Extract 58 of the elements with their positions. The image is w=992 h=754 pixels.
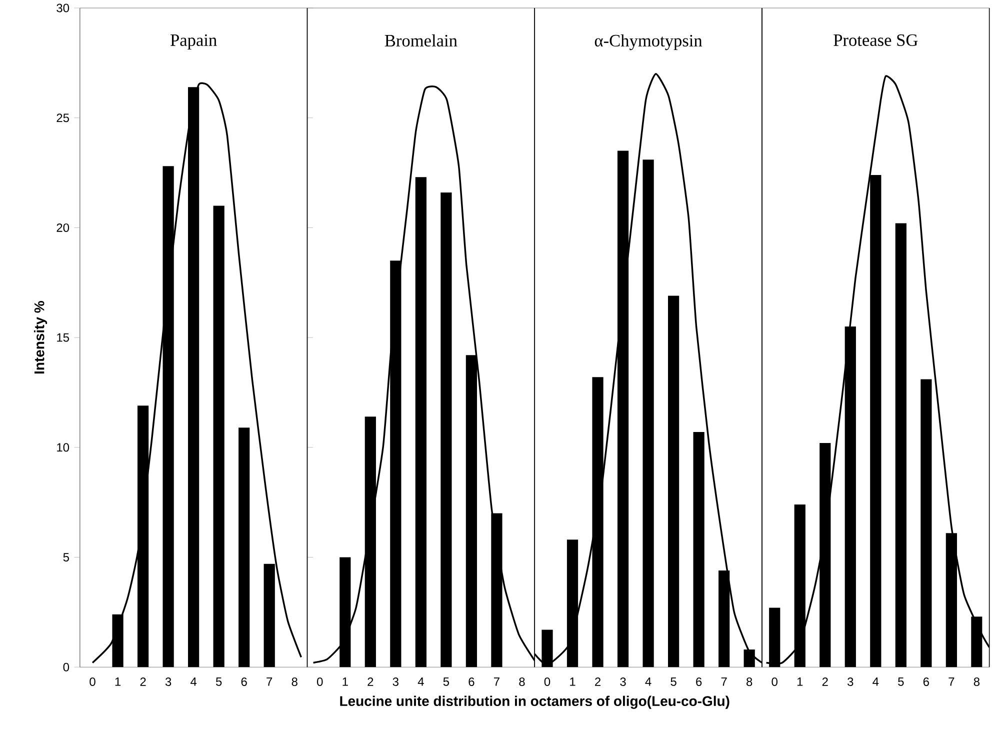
x-tick-label: 0 xyxy=(544,678,550,686)
text: α-Chymotypsin xyxy=(594,34,702,50)
x-tick-label: 4 xyxy=(645,678,652,686)
x-tick-label: 1 xyxy=(570,678,576,686)
x-tick-label: 3 xyxy=(848,678,854,686)
x-tick-label: 0 xyxy=(317,678,323,686)
x-tick-label: 3 xyxy=(165,678,172,686)
x-tick-label: 4 xyxy=(190,678,197,686)
bar xyxy=(693,432,704,668)
x-tick-label: 6 xyxy=(696,678,702,686)
bar xyxy=(440,192,452,668)
text: Bromelain xyxy=(384,34,458,47)
y-tick-label: 0 xyxy=(63,663,70,672)
y-tick-label: 20 xyxy=(56,224,70,232)
x-tick-label: 2 xyxy=(368,678,374,686)
bar xyxy=(920,379,932,668)
y-tick-label: 10 xyxy=(57,443,70,452)
x-tick-label: 1 xyxy=(115,678,121,686)
x-tick-label: 2 xyxy=(140,678,146,686)
x-tick-label: 5 xyxy=(670,678,676,686)
x-tick-label: 6 xyxy=(241,678,247,686)
bar xyxy=(415,177,426,668)
x-tick-label: 5 xyxy=(216,678,222,686)
x-tick-label: 8 xyxy=(519,678,525,686)
x-tick-label: 7 xyxy=(948,678,954,686)
bar xyxy=(213,206,224,668)
x-tick-label: 0 xyxy=(772,678,778,686)
x-tick-label: 1 xyxy=(342,678,348,686)
x-tick-label: 1 xyxy=(797,678,803,686)
text: Papain xyxy=(170,34,217,50)
y-axis-title: Intensity % xyxy=(34,301,48,374)
x-tick-label: 4 xyxy=(872,678,879,686)
x-tick-label: 2 xyxy=(595,678,600,686)
x-tick-label: 6 xyxy=(923,678,929,686)
x-tick-label: 7 xyxy=(494,678,500,686)
y-tick-label: 15 xyxy=(57,334,69,342)
bar xyxy=(668,296,680,668)
bar xyxy=(895,223,906,668)
y-tick-label: 30 xyxy=(56,4,70,12)
y-tick-label: 5 xyxy=(63,553,69,562)
x-tick-label: 5 xyxy=(443,678,450,686)
x-tick-label: 3 xyxy=(392,678,398,686)
x-tick-label: 2 xyxy=(822,678,828,686)
x-tick-label: 4 xyxy=(418,678,424,686)
bar xyxy=(238,428,250,668)
bar xyxy=(642,160,654,668)
x-tick-label: 7 xyxy=(721,678,727,686)
y-tick-label: 25 xyxy=(56,114,69,122)
x-tick-label: 7 xyxy=(266,678,272,686)
x-tick-label: 8 xyxy=(292,678,298,686)
x-tick-label: 0 xyxy=(90,678,96,686)
x-tick-label: 8 xyxy=(746,678,752,686)
text: Protease SG xyxy=(834,34,918,46)
x-tick-label: 5 xyxy=(898,678,904,686)
x-tick-label: 6 xyxy=(468,678,474,686)
x-tick-label: 8 xyxy=(974,678,980,686)
x-tick-label: 3 xyxy=(620,678,626,686)
x-axis-title: Leucine unite distribution in octamers of oligo(Leu-co-Glu) xyxy=(340,696,730,710)
